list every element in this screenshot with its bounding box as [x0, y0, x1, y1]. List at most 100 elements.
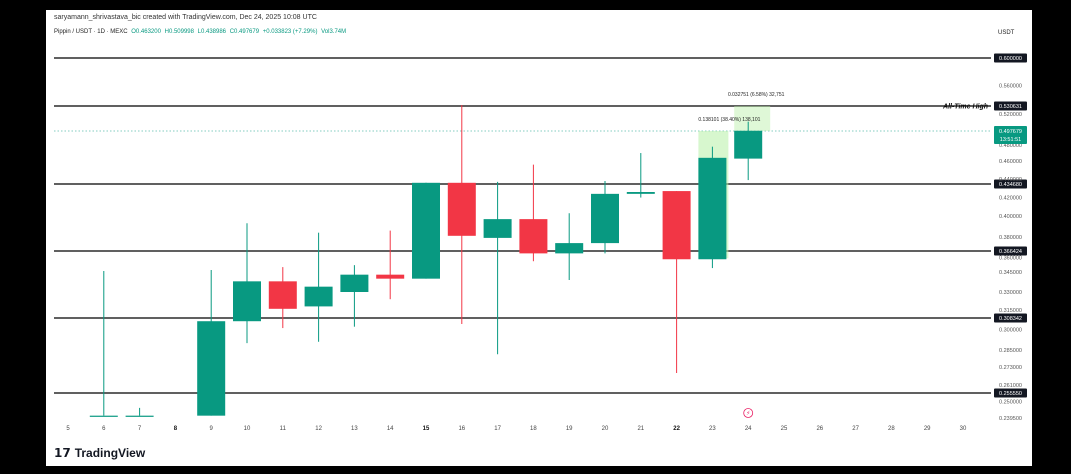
price-tick-label: 0.520000 [999, 112, 1022, 118]
change-value: +0.033823 (+7.29%) [262, 29, 318, 35]
symbol-info: Pippin / USDT · 1D · MEXC O0.463200 H0.5… [54, 29, 346, 35]
candle [197, 270, 226, 416]
date-tick-label: 10 [244, 426, 251, 432]
date-tick-label: 18 [530, 426, 537, 432]
date-tick-label: 11 [280, 426, 287, 432]
candle-body [591, 193, 619, 244]
price-tick-label: 0.560000 [999, 84, 1022, 90]
candle-body [555, 243, 584, 254]
date-tick-label: 5 [66, 426, 70, 432]
date-tick-label: 13 [351, 426, 358, 432]
date-tick-label: 12 [315, 426, 322, 432]
level-label: 0.308342 [999, 316, 1022, 322]
date-tick-label: 19 [566, 426, 573, 432]
candle [89, 271, 118, 417]
candle [483, 181, 512, 355]
tradingview-logo-icon: 𝟭𝟳 [54, 446, 71, 460]
price-tick-label: 0.239500 [999, 416, 1022, 422]
candle-body [304, 286, 333, 307]
price-chart[interactable]: 0.600000 0.530631 0.434680 0.366424 0.308342… [46, 10, 1032, 466]
low-value: L0.438986 [197, 29, 227, 35]
candle [304, 232, 333, 342]
candle-body [734, 130, 763, 159]
candle [447, 105, 476, 324]
date-tick-label: 24 [745, 426, 752, 432]
candle [268, 267, 297, 329]
price-tick-label: 0.400000 [999, 214, 1022, 220]
date-tick-label: 17 [494, 426, 501, 432]
projection-box [734, 106, 771, 131]
candle-body [698, 157, 727, 260]
candle-body [519, 219, 548, 254]
high-value: H0.509998 [164, 29, 194, 35]
all-time-high-label: All-Time High [942, 104, 988, 111]
candle [734, 121, 763, 181]
candle [698, 146, 727, 269]
measure-annotation: 0.138101 (38.40%) 138,101 [698, 117, 760, 123]
candle-body [233, 281, 261, 322]
level-label-bg [994, 179, 1027, 189]
date-tick-label: 16 [458, 426, 465, 432]
price-tick-label: 0.250000 [999, 400, 1022, 406]
candle-body [125, 415, 154, 417]
level-label-bg [994, 313, 1027, 323]
level-label-bg [994, 388, 1027, 398]
price-axis: 0.600000 0.530631 0.434680 0.366424 0.308342… [942, 53, 1027, 422]
date-tick-label: 29 [924, 426, 931, 432]
candle-body [268, 281, 297, 309]
measure-annotation: 0.032751 (6.58%) 32,751 [728, 92, 785, 98]
date-tick-label: 9 [210, 426, 214, 432]
lightning-icon: ⚡ [746, 410, 750, 417]
price-tick-label: 0.285000 [999, 348, 1022, 354]
tradingview-logo: 𝟭𝟳 TradingView [54, 446, 145, 460]
level-label: 0.530631 [999, 104, 1022, 110]
level-label: 0.255550 [999, 391, 1022, 397]
level-label: 0.600000 [999, 56, 1022, 62]
date-tick-label: 6 [102, 426, 106, 432]
logo-text: TradingView [74, 446, 146, 460]
candle-body [626, 192, 655, 194]
date-tick-label: 7 [138, 426, 142, 432]
price-tick-label: 0.440000 [999, 177, 1022, 183]
price-tick-label: 0.330000 [999, 290, 1022, 296]
price-tick-label: 0.261000 [999, 383, 1022, 389]
date-tick-label: 28 [888, 426, 895, 432]
candle-body [412, 182, 440, 279]
candle [591, 180, 619, 254]
candle [340, 265, 369, 327]
chart-credit: saryamann_shrivastava_bic created with T… [54, 14, 317, 21]
candle-body [662, 191, 691, 260]
price-tick-label: 0.345000 [999, 270, 1022, 276]
time-axis: 5 6 7 8 9 10 11 12 13 14 15 16 17 18 19 20 21 22 23 24 25 26 2… [66, 408, 967, 432]
candle-body [89, 415, 118, 417]
symbol-name[interactable]: Pippin / USDT · 1D · MEXC [54, 29, 128, 35]
price-tick-label: 0.360000 [999, 255, 1022, 261]
price-tick-label: 0.380000 [999, 235, 1022, 241]
date-tick-label: 26 [816, 426, 823, 432]
candle-body [483, 219, 512, 238]
currency-label[interactable]: USDT [998, 30, 1015, 36]
level-label-bg [994, 246, 1027, 256]
candle [626, 153, 655, 198]
date-tick-label: 30 [960, 426, 967, 432]
date-tick-label: 14 [387, 426, 394, 432]
candle [376, 230, 405, 300]
candles [89, 105, 763, 417]
date-tick-label: 15 [423, 426, 430, 432]
candle-body [340, 274, 369, 292]
level-label: 0.366424 [999, 249, 1022, 255]
price-tick-label: 0.480000 [999, 143, 1022, 149]
candle-body [376, 274, 405, 279]
price-tick-label: 0.273000 [999, 365, 1022, 371]
price-tick-label: 0.315000 [999, 308, 1022, 314]
candle-countdown: 13:51:51 [1000, 137, 1021, 143]
date-tick-label: 25 [781, 426, 788, 432]
date-tick-label: 21 [637, 426, 644, 432]
candle [233, 223, 261, 344]
annotations: 0.138101 (38.40%) 138,101 0.032751 (6.58%… [698, 92, 784, 123]
date-tick-label: 23 [709, 426, 716, 432]
candle [555, 213, 584, 280]
candle [125, 407, 154, 417]
volume-value: Vol3.74M [321, 29, 347, 35]
date-tick-label: 27 [852, 426, 859, 432]
